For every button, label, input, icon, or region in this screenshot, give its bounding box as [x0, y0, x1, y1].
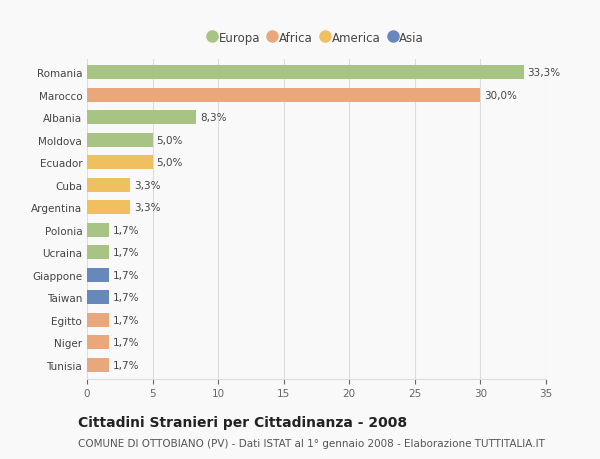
- Bar: [87, 111, 196, 125]
- Bar: [87, 291, 109, 305]
- Text: 1,7%: 1,7%: [113, 225, 140, 235]
- Text: COMUNE DI OTTOBIANO (PV) - Dati ISTAT al 1° gennaio 2008 - Elaborazione TUTTITAL: COMUNE DI OTTOBIANO (PV) - Dati ISTAT al…: [78, 438, 545, 448]
- Text: 30,0%: 30,0%: [484, 90, 517, 101]
- Bar: [87, 156, 152, 170]
- Bar: [87, 336, 109, 350]
- Text: 5,0%: 5,0%: [157, 135, 183, 146]
- Bar: [87, 246, 109, 260]
- Bar: [87, 224, 109, 237]
- Bar: [87, 313, 109, 327]
- Text: 1,7%: 1,7%: [113, 338, 140, 348]
- Bar: [87, 358, 109, 372]
- Bar: [87, 269, 109, 282]
- Text: 3,3%: 3,3%: [134, 203, 161, 213]
- Bar: [87, 179, 130, 192]
- Text: 1,7%: 1,7%: [113, 315, 140, 325]
- Text: 3,3%: 3,3%: [134, 180, 161, 190]
- Text: Cittadini Stranieri per Cittadinanza - 2008: Cittadini Stranieri per Cittadinanza - 2…: [78, 415, 407, 429]
- Text: 1,7%: 1,7%: [113, 248, 140, 258]
- Bar: [87, 201, 130, 215]
- Text: 33,3%: 33,3%: [527, 68, 561, 78]
- Text: 1,7%: 1,7%: [113, 270, 140, 280]
- Text: 1,7%: 1,7%: [113, 360, 140, 370]
- Text: 5,0%: 5,0%: [157, 158, 183, 168]
- Legend: Europa, Africa, America, Asia: Europa, Africa, America, Asia: [205, 27, 428, 50]
- Bar: [87, 134, 152, 147]
- Text: 1,7%: 1,7%: [113, 293, 140, 303]
- Text: 8,3%: 8,3%: [200, 113, 226, 123]
- Bar: [87, 89, 481, 102]
- Bar: [87, 66, 524, 80]
